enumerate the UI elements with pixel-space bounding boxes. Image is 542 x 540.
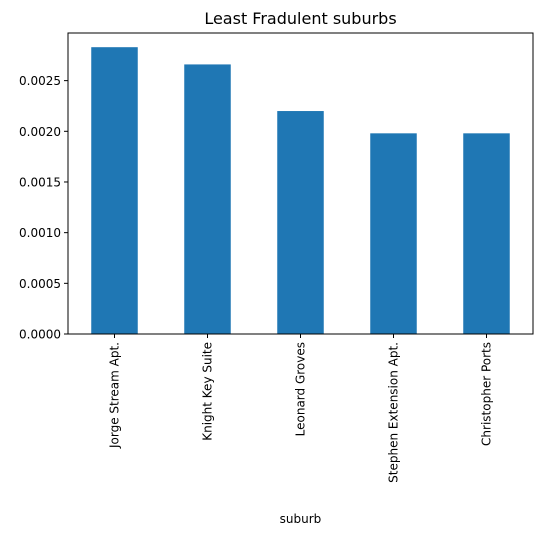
y-tick-label: 0.0020 (19, 125, 61, 139)
y-tick-label: 0.0000 (19, 328, 61, 342)
bar-5 (463, 133, 510, 334)
x-tick-label: Leonard Groves (294, 342, 308, 436)
x-tick-label: Knight Key Suite (201, 342, 215, 441)
y-tick-label: 0.0005 (19, 277, 61, 291)
y-tick-label: 0.0025 (19, 74, 61, 88)
bar-4 (370, 133, 417, 334)
x-axis-ticks: Jorge Stream Apt. Knight Key Suite Leonard… (108, 334, 494, 483)
y-tick-label: 0.0010 (19, 226, 61, 240)
plot-frame (67, 32, 534, 335)
x-tick-label: Christopher Ports (480, 342, 494, 446)
bars-group (91, 47, 510, 335)
bar-2 (184, 64, 231, 335)
bar-1 (91, 47, 138, 334)
chart-title: Least Fradulent suburbs (204, 9, 396, 28)
y-tick-label: 0.0015 (19, 175, 61, 189)
bar-3 (277, 111, 324, 334)
y-axis-ticks: 0.0000 0.0005 0.0010 0.0015 0.0020 0.0025 (19, 74, 68, 342)
x-tick-label: Jorge Stream Apt. (108, 342, 122, 449)
x-axis-label: suburb (280, 512, 322, 526)
x-tick-label: Stephen Extension Apt. (387, 342, 401, 483)
